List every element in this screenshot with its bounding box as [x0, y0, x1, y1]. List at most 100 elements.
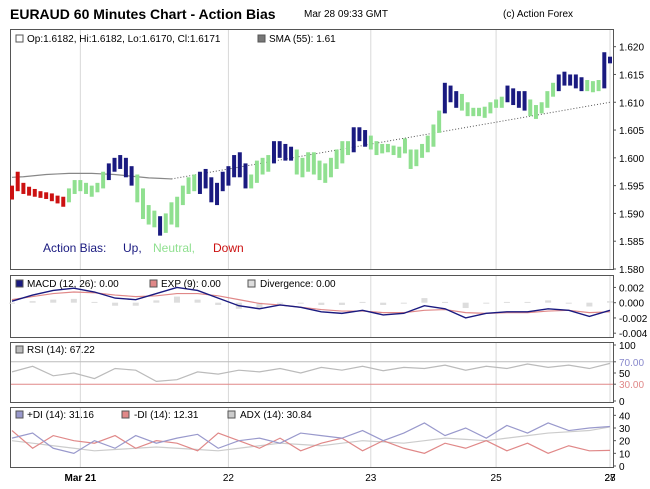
macd-legend-swatch — [15, 279, 24, 288]
price-bar-up — [522, 91, 527, 111]
y-tick-label: 30.00 — [619, 380, 644, 391]
price-bar-up — [602, 52, 607, 89]
price-bar-up — [209, 177, 214, 203]
price-bar-up — [197, 171, 202, 194]
price-bar-neutral — [186, 177, 191, 194]
price-bar-neutral — [494, 99, 499, 108]
price-bar-neutral — [140, 188, 145, 219]
price-bar-neutral — [533, 105, 538, 119]
chart-datetime: Mar 28 09:33 GMT — [304, 9, 388, 20]
price-bar-neutral — [477, 107, 482, 117]
x-tick-label: 28 — [604, 473, 616, 484]
price-bar-up — [232, 155, 237, 178]
price-bar-neutral — [323, 163, 328, 183]
price-bar-neutral — [334, 149, 339, 169]
divergence-bar — [442, 301, 449, 303]
price-bar-neutral — [374, 141, 379, 156]
price-bar-up — [215, 182, 220, 206]
price-bar-up — [579, 77, 584, 92]
divergence-bar — [9, 302, 15, 304]
price-tick-label: 1.600 — [619, 154, 644, 165]
x-tick-label: Mar 21 — [64, 473, 96, 484]
price-tick-label: 1.615 — [619, 70, 644, 81]
price-bar-up — [454, 91, 459, 108]
y-tick-label: 70.00 — [619, 358, 644, 369]
price-bar-neutral — [306, 152, 311, 172]
price-tick-label: 1.610 — [619, 98, 644, 109]
divergence-bar — [29, 301, 36, 303]
divergence-bar — [400, 302, 407, 304]
bias-up-label: Up, — [123, 241, 142, 255]
price-bars — [10, 52, 612, 236]
x-tick-label: 22 — [223, 473, 235, 484]
divergence-bar — [359, 301, 366, 303]
divergence-bar — [153, 300, 160, 303]
divergence-bar — [524, 301, 531, 303]
price-bar-neutral — [368, 135, 373, 150]
price-bar-down — [10, 185, 14, 200]
divergence-bar — [318, 302, 325, 305]
price-bar-neutral — [585, 80, 590, 92]
price-bar-up — [505, 85, 510, 103]
y-tick-label: -0.002 — [619, 314, 648, 325]
divergence-bar — [586, 302, 593, 307]
price-tick-label: 1.595 — [619, 182, 644, 193]
price-bar-up — [129, 166, 134, 186]
price-bar-neutral — [528, 99, 533, 117]
price-bar-neutral — [89, 185, 94, 197]
price-bar-neutral — [317, 160, 322, 181]
copyright-text: (c) Action Forex — [503, 9, 574, 20]
rsi-panel-frame — [10, 342, 614, 403]
price-bar-neutral — [294, 149, 299, 175]
x-tick-label: 27 — [604, 473, 616, 484]
divergence-bar — [297, 302, 304, 304]
divergence-bar — [421, 298, 428, 303]
divergence-bar — [91, 301, 98, 303]
price-bar-neutral — [545, 91, 550, 108]
macd-line — [11, 286, 611, 319]
price-bar-up — [158, 216, 163, 236]
price-bar-down — [38, 191, 43, 198]
price-bar-neutral — [180, 185, 185, 206]
price-bar-neutral — [385, 143, 390, 153]
price-bar-neutral — [135, 174, 140, 203]
price-bar-up — [283, 143, 288, 161]
divergence-bar — [607, 301, 613, 303]
bias-label: Action Bias: — [43, 241, 106, 255]
divergence-bar — [338, 302, 345, 305]
y-tick-label: 0 — [619, 462, 625, 473]
sma-projection-line — [171, 101, 611, 180]
price-bar-neutral — [437, 110, 442, 133]
y-tick-label: 40 — [619, 411, 631, 422]
price-bar-up — [220, 171, 225, 192]
price-bar-up — [363, 130, 368, 147]
price-bar-neutral — [266, 155, 271, 172]
price-bar-neutral — [590, 81, 595, 93]
price-bar-down — [44, 192, 49, 199]
sma-legend: SMA (55): 1.61 — [269, 34, 336, 45]
price-bar-neutral — [249, 174, 254, 189]
price-tick-label: 1.585 — [619, 237, 644, 248]
exp-line — [11, 291, 611, 314]
price-bar-neutral — [397, 146, 402, 158]
price-bar-up — [357, 127, 362, 142]
divergence-bar — [462, 302, 469, 309]
price-bar-neutral — [340, 141, 345, 164]
divergence-bar — [483, 302, 490, 304]
price-bar-up — [562, 71, 567, 86]
divergence-legend-swatch — [247, 279, 256, 288]
price-bar-up — [289, 146, 294, 161]
price-bar-up — [277, 141, 282, 158]
price-bar-neutral — [465, 102, 470, 117]
minus-di-legend: -DI (14): 12.31 — [134, 410, 199, 421]
adx-legend-swatch — [227, 410, 236, 419]
adx-line — [11, 426, 611, 452]
x-tick-label: 23 — [365, 473, 377, 484]
price-bar-down — [55, 195, 60, 204]
macd-legend: MACD (12, 26): 0.00 — [27, 279, 119, 290]
price-bar-neutral — [482, 106, 487, 118]
price-bar-down — [32, 188, 37, 197]
price-bar-neutral — [402, 138, 407, 154]
